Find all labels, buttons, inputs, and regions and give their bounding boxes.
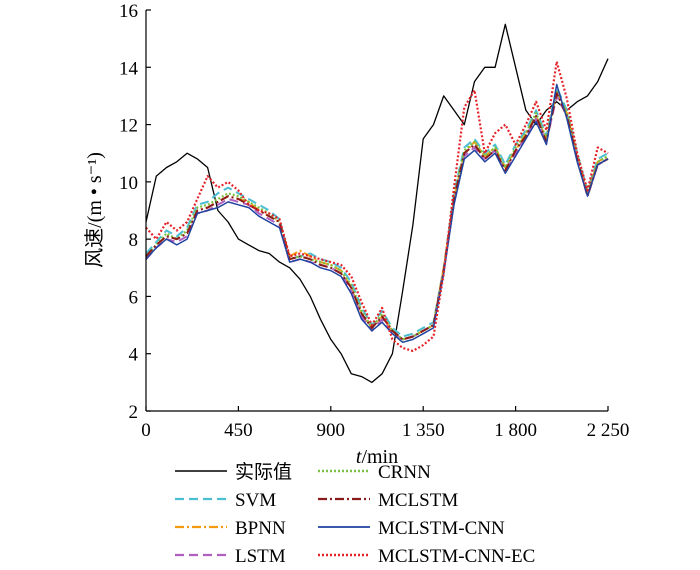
legend-item-1: SVM [175,490,276,511]
legend-label: BPNN [235,518,286,539]
legend-label: 实际值 [235,461,292,483]
x-tick-label: 900 [317,420,346,441]
legend-item-0: 实际值 [175,461,292,483]
series-line-1 [145,86,609,338]
y-tick-label: 8 [129,230,139,251]
axis-titles: 风速/(m • s⁻¹) t/min [83,152,398,468]
x-tick-label: 1 350 [402,420,445,441]
legend-item-4: CRNN [318,462,431,483]
legend-item-5: MCLSTM [318,490,458,511]
axes [145,10,608,412]
x-tick-label: 450 [224,420,253,441]
series-line-6 [145,83,609,344]
y-tick-label: 10 [119,173,138,194]
y-axis-title: 风速/(m • s⁻¹) [83,152,106,268]
y-tick-label: 6 [129,287,139,308]
series-line-2 [145,92,609,341]
legend-label: MCLSTM-CNN [378,518,505,539]
y-tick-label: 16 [119,1,138,22]
legend-item-3: LSTM [175,546,286,567]
legend-label: LSTM [235,546,286,567]
x-tick-label: 1 800 [494,420,537,441]
x-tick-label: 0 [141,420,151,441]
y-tick-label: 4 [129,345,139,366]
tick-labels: 0 450 900 1 350 1 800 2 250 2 4 6 8 10 12 14 16 [119,1,629,441]
legend-item-7: MCLSTM-CNN-EC [318,546,535,567]
legend-item-6: MCLSTM-CNN [318,518,505,539]
legend-item-2: BPNN [175,518,286,539]
y-tick-label: 12 [119,116,138,137]
y-tick-label: 2 [129,402,139,423]
plot-lines [145,23,609,384]
series-line-3 [145,94,609,341]
legend-label: SVM [235,490,276,511]
legend-label: CRNN [378,462,431,483]
x-axis-title: t/min [356,446,398,468]
y-tick-label: 14 [119,58,139,79]
x-tick-label: 2 250 [587,420,630,441]
legend-label: MCLSTM [378,490,458,511]
series-line-0 [145,23,609,384]
legend-label: MCLSTM-CNN-EC [378,546,535,567]
series-line-4 [145,89,609,341]
series-line-5 [145,92,609,341]
series-line-7 [145,60,609,352]
legend: 实际值 SVM BPNN LSTM CRNN MCLSTM MCLSTM-CNN MCLSTM… [175,461,535,567]
